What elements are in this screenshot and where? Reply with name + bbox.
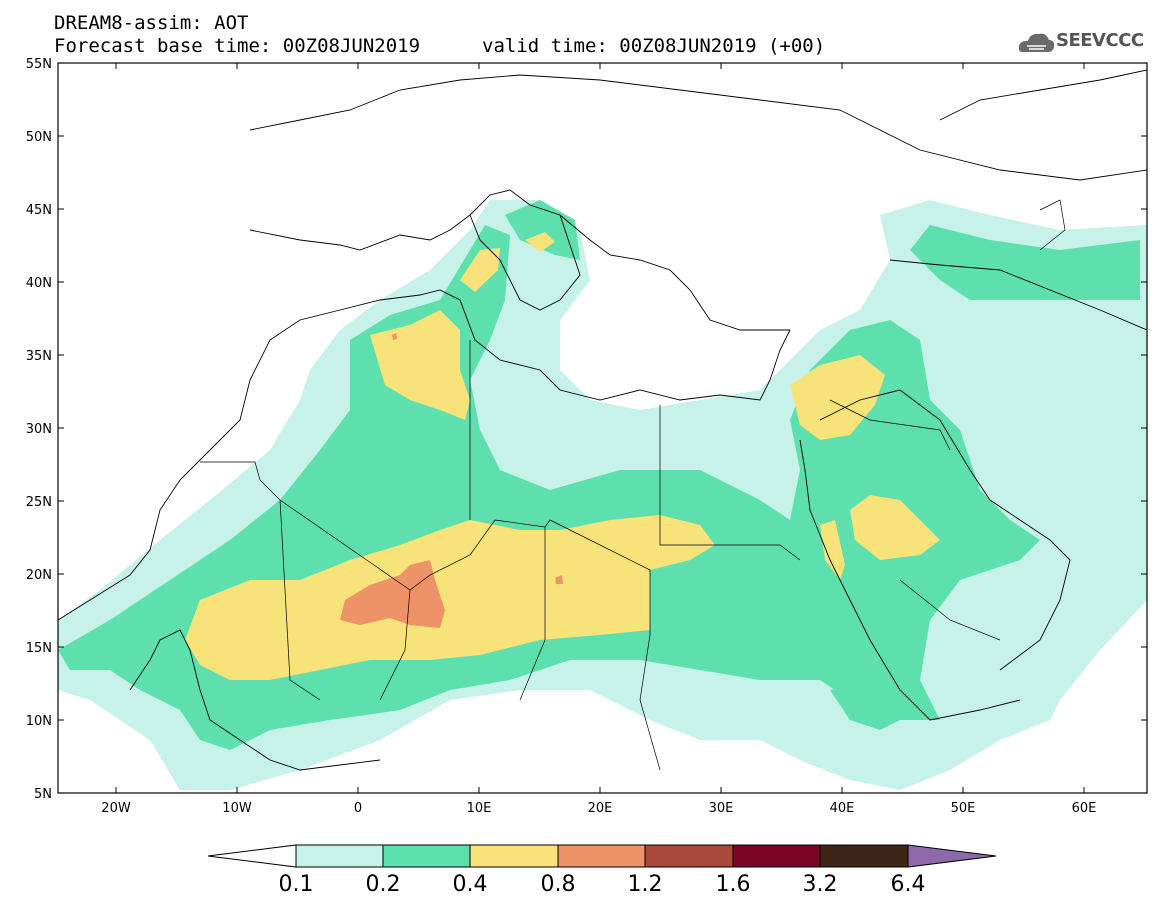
lon-label: 60E	[1072, 801, 1097, 816]
legend-level: 1.6	[715, 872, 751, 897]
lon-label: 20W	[101, 801, 131, 816]
legend-level: 0.4	[452, 872, 488, 897]
country-borders	[200, 199, 1066, 771]
lat-ticks	[58, 135, 1147, 721]
aot-contours	[58, 200, 1147, 790]
lat-label: 30N	[26, 422, 52, 437]
coastlines	[58, 69, 1147, 771]
legend-over-arrow	[907, 844, 997, 868]
legend-under-arrow	[207, 844, 297, 868]
base-time-label: Forecast base time: 00Z08JUN2019	[54, 35, 421, 57]
lon-ticks	[115, 63, 1085, 793]
legend-level: 3.2	[802, 872, 838, 897]
lon-label: 10E	[467, 801, 492, 816]
lat-label: 45N	[26, 203, 52, 218]
legend-swatch	[557, 844, 646, 868]
lat-label: 50N	[26, 130, 52, 145]
lat-label: 15N	[26, 641, 52, 656]
lon-label: 20E	[588, 801, 613, 816]
lon-label: 50E	[951, 801, 976, 816]
lat-label: 55N	[26, 57, 52, 72]
logo-text: SEEVCCC	[1056, 30, 1144, 51]
aot-band-0.8	[340, 333, 563, 628]
lon-label: 40E	[830, 801, 855, 816]
legend-swatch	[819, 844, 909, 868]
legend-level: 0.2	[365, 872, 401, 897]
lat-label: 10N	[26, 714, 52, 729]
legend-swatch	[382, 844, 471, 868]
aot-band-0.4	[185, 232, 940, 680]
map-title: DREAM8-assim: AOT	[54, 12, 249, 34]
legend-swatch	[732, 844, 821, 868]
lat-label: 20N	[26, 568, 52, 583]
lat-label: 25N	[26, 495, 52, 510]
legend-swatch	[469, 844, 559, 868]
lon-label: 0	[354, 801, 362, 816]
legend-swatch	[295, 844, 384, 868]
legend-level: 0.1	[278, 872, 314, 897]
lat-label: 5N	[34, 787, 52, 802]
color-legend	[207, 844, 997, 868]
legend-level: 6.4	[890, 872, 926, 897]
lon-label: 10W	[222, 801, 252, 816]
lat-label: 40N	[26, 276, 52, 291]
legend-level: 1.2	[627, 872, 663, 897]
lat-label: 35N	[26, 349, 52, 364]
lon-label: 30E	[709, 801, 734, 816]
legend-level: 0.8	[540, 872, 576, 897]
valid-time-label: valid time: 00Z08JUN2019 (+00)	[482, 35, 826, 57]
legend-swatch	[644, 844, 734, 868]
cloud-logo-icon	[1018, 33, 1055, 52]
